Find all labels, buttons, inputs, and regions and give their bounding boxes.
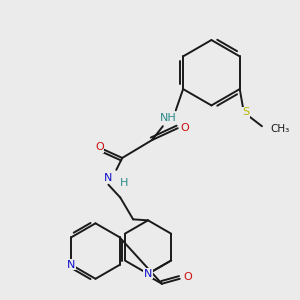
Text: O: O <box>180 123 189 133</box>
Text: S: S <box>242 107 250 117</box>
Text: N: N <box>144 269 152 279</box>
Text: CH₃: CH₃ <box>270 124 289 134</box>
Text: O: O <box>183 272 192 282</box>
Text: NH: NH <box>160 113 176 123</box>
Text: H: H <box>120 178 128 188</box>
Text: N: N <box>104 173 112 183</box>
Text: O: O <box>95 142 104 152</box>
Text: N: N <box>67 260 76 270</box>
